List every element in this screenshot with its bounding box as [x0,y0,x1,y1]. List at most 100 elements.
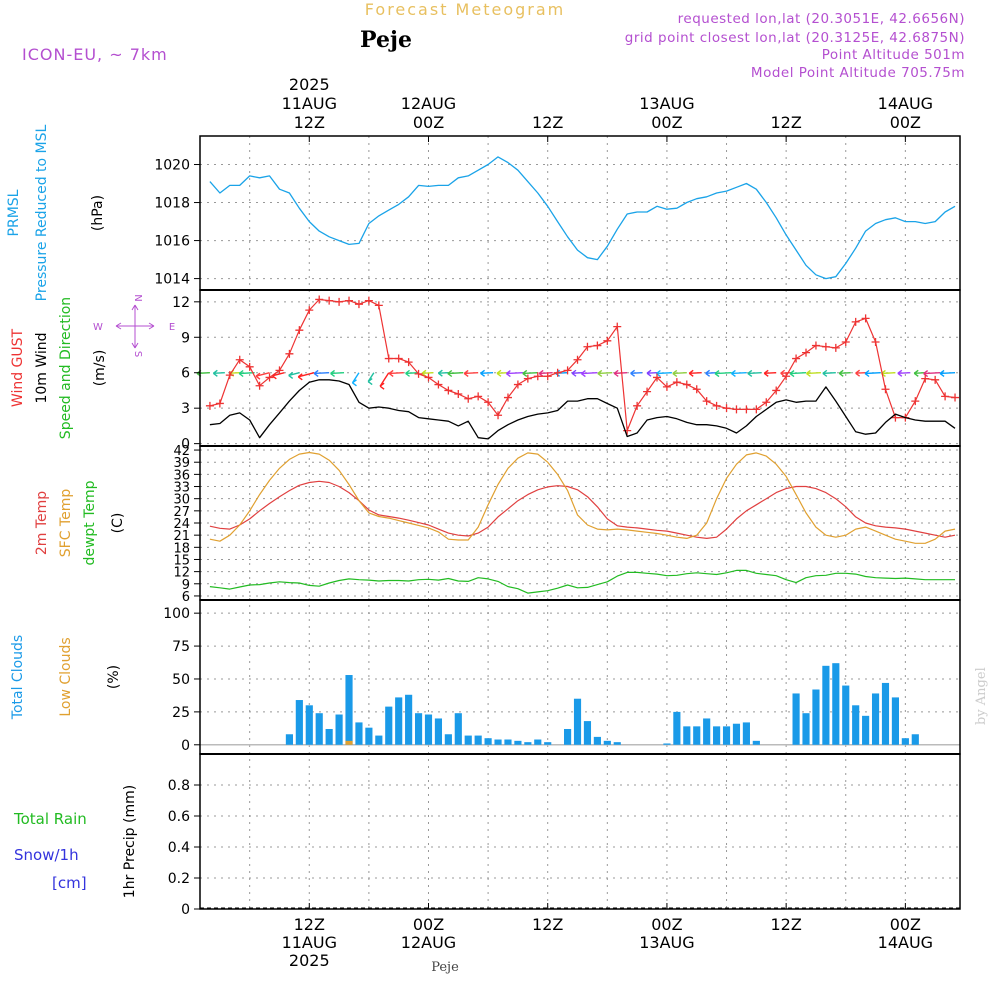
pressure-tick-label: 1014 [154,272,190,288]
cloud-bar [743,722,750,744]
clouds-tick-label: 75 [172,639,190,655]
top-time-label: 13AUG [639,94,694,113]
pressure-tick-label: 1020 [154,158,190,174]
compass-w: W [93,322,103,333]
precip-tick-label: 0.6 [168,809,190,825]
cloud-bar [604,741,611,745]
compass-e: E [169,322,175,333]
clouds-unit: (%) [106,665,122,689]
cloud-bar [594,737,601,745]
location-title: Peje [360,27,412,53]
bottom-time-label: 2025 [289,951,330,970]
cloud-bar [326,729,333,745]
pressure-unit: (hPa) [90,195,106,231]
wind-arrow [790,373,806,374]
cloud-bar [345,675,352,745]
wind-arrow [924,373,940,374]
wind-arrow [881,373,895,374]
cloud-bar [286,734,293,745]
wind-arrow [731,373,746,374]
cloud-bar [415,713,422,745]
snow-unit-label: [cm] [52,874,87,892]
wind-arrow [523,373,538,374]
cloud-bar [703,718,710,744]
clouds-tick-label: 50 [172,672,190,688]
credit: by Angel [974,667,989,725]
cloud-bar [753,741,760,745]
bottom-time-label: 00Z [890,915,921,934]
cloud-bar [892,697,899,744]
cloud-bar [534,740,541,745]
wind-arrow [598,373,612,374]
cloud-bar [872,693,879,744]
clouds-tick-label: 100 [163,606,190,622]
wind-arrow [748,373,761,374]
wind-arrow [940,373,955,374]
wind-arrow [865,373,880,374]
wind-arrow [464,373,478,374]
wind-tick-label: 12 [172,295,190,311]
cloud-bar [713,726,720,744]
cloud-bar [494,740,501,745]
cloud-bar [395,697,402,744]
wind-arrow [506,373,522,374]
wind-label: Wind GUST [10,328,26,407]
cloud-bar [355,722,362,744]
top-time-label: 00Z [890,113,921,132]
cloud-bar [306,705,313,744]
precip-tick-label: 0.2 [168,871,190,887]
cloud-bar [802,713,809,745]
top-time-label: 2025 [289,75,330,94]
compass-n: N [132,294,143,301]
top-time-label: 12Z [294,113,325,132]
temp-label: dewpt Temp [82,480,98,565]
top-time-label: 00Z [413,113,444,132]
cloud-bar [385,707,392,745]
wind-label: Speed and Direction [58,297,74,439]
wind-arrow [314,373,329,374]
temp-unit: (C) [110,513,126,534]
top-time-label: 12Z [770,113,801,132]
footer-location: Peje [431,960,459,975]
wind-arrow [539,373,552,374]
wind-arrow [656,373,671,374]
wind-arrow [389,373,403,374]
bottom-time-label: 12Z [770,915,801,934]
cloud-bar [296,700,303,745]
wind-tick-label: 6 [181,366,190,382]
bottom-time-label: 12Z [294,915,325,934]
cloud-bar [365,728,372,745]
bottom-time-label: 12AUG [401,933,456,952]
cloud-bar [673,712,680,745]
wind-arrow [715,373,731,374]
cloud-bar [614,742,621,745]
cloud-bar [584,721,591,745]
cloud-bar [544,742,551,745]
cloud-bar [842,686,849,745]
pressure-tick-label: 1016 [154,234,190,250]
rain-label: Total Rain [13,810,87,828]
cloud-bar [485,738,492,745]
requested-lonlat: requested lon,lat (20.3051E, 42.6656N) [678,11,965,27]
wind-arrow [331,373,344,374]
cloud-bar [812,690,819,745]
clouds-label: Low Clouds [58,637,74,716]
point-altitude: Point Altitude 501m [822,47,965,63]
snow-label: Snow/1h [14,846,79,864]
cloud-bar [504,740,511,745]
wind-arrow [806,373,820,374]
cloud-bar [882,683,889,745]
precip-tick-label: 0.4 [168,840,190,856]
wind-unit: (m/s) [92,350,108,387]
pressure-tick-label: 1018 [154,196,190,212]
temp-label: SFC Temp [58,489,74,558]
cloud-bar [445,734,452,745]
cloud-bar [564,729,571,745]
cloud-bar [683,726,690,744]
top-time-label: 00Z [651,113,682,132]
cloud-bar [733,724,740,745]
wind-arrow [823,373,836,374]
cloud-bar [405,695,412,745]
cloud-bar [465,736,472,745]
